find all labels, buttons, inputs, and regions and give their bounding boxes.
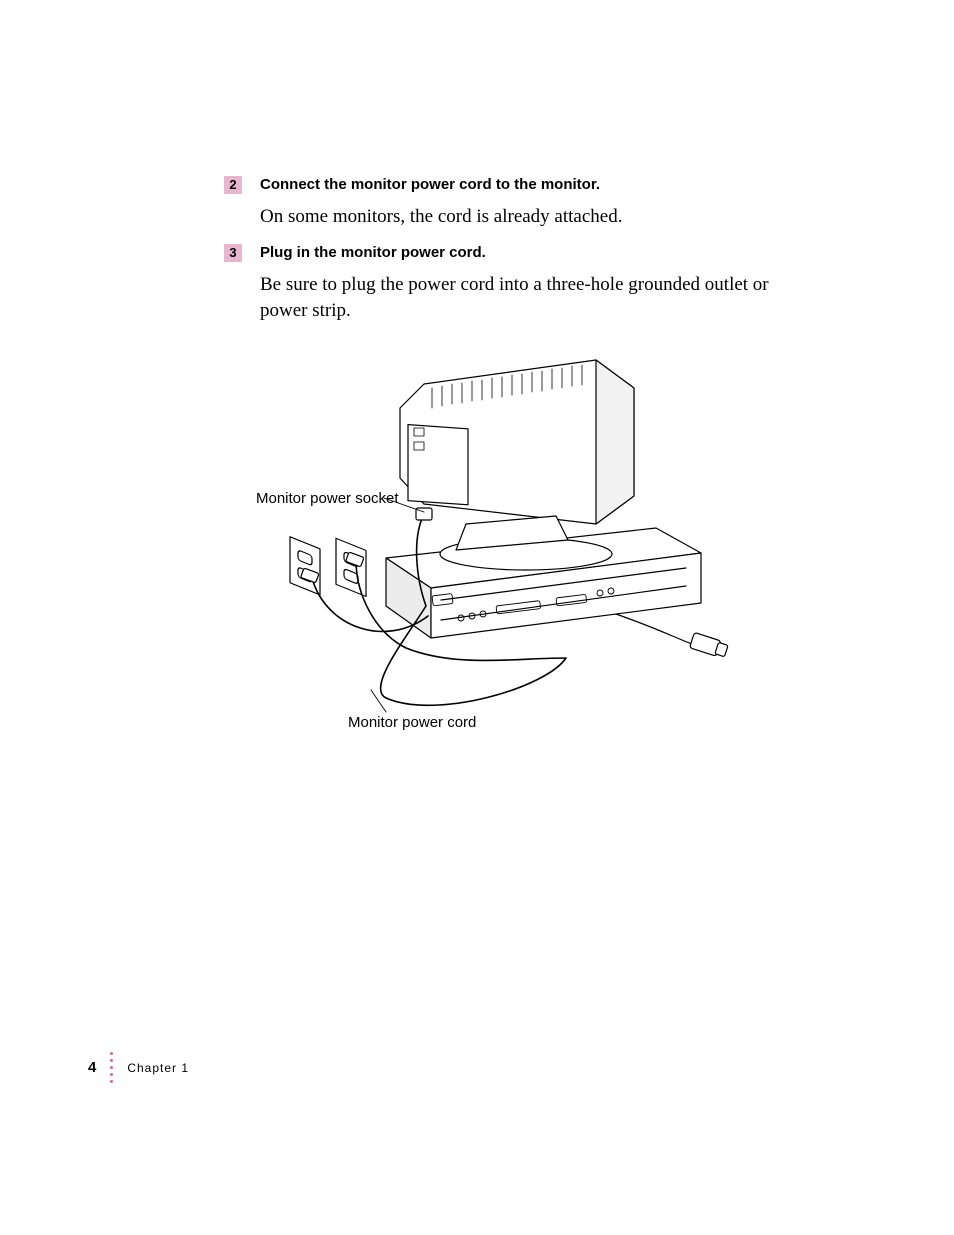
content-area: 2 Connect the monitor power cord to the … (224, 176, 784, 338)
step-2-title: Connect the monitor power cord to the mo… (260, 176, 600, 194)
step-2-body: On some monitors, the cord is already at… (260, 204, 784, 230)
footer-dot-icon (110, 1059, 113, 1062)
step-2-badge: 2 (224, 176, 242, 194)
step-3-header: 3 Plug in the monitor power cord. (224, 244, 784, 262)
figure-label-socket: Monitor power socket (256, 490, 399, 507)
step-3: 3 Plug in the monitor power cord. Be sur… (224, 244, 784, 324)
step-3-badge: 3 (224, 244, 242, 262)
page-footer: 4 Chapter 1 (88, 1052, 189, 1083)
page-number: 4 (88, 1059, 96, 1076)
step-3-body: Be sure to plug the power cord into a th… (260, 272, 784, 324)
figure-monitor-connection: Monitor power socket Monitor power cord (256, 328, 736, 738)
footer-dot-icon (110, 1080, 113, 1083)
chapter-label: Chapter 1 (127, 1061, 189, 1075)
footer-dot-icon (110, 1066, 113, 1069)
figure-label-cord: Monitor power cord (348, 714, 476, 731)
video-cable (616, 614, 729, 659)
footer-dot-icon (110, 1052, 113, 1055)
wall-outlets (290, 537, 366, 597)
footer-dots (110, 1052, 113, 1083)
step-2-header: 2 Connect the monitor power cord to the … (224, 176, 784, 194)
footer-dot-icon (110, 1073, 113, 1076)
step-2-body-text: On some monitors, the cord is already at… (260, 204, 784, 230)
step-3-body-text: Be sure to plug the power cord into a th… (260, 272, 784, 324)
step-2: 2 Connect the monitor power cord to the … (224, 176, 784, 230)
step-3-title: Plug in the monitor power cord. (260, 244, 486, 262)
computer-base (386, 528, 701, 638)
crt-monitor (400, 360, 634, 550)
page: 2 Connect the monitor power cord to the … (0, 0, 954, 1235)
